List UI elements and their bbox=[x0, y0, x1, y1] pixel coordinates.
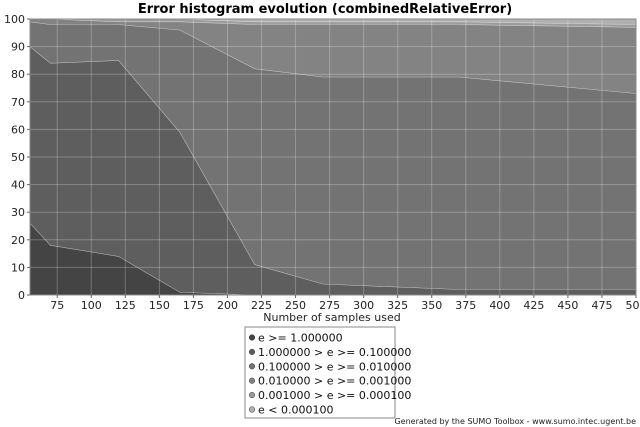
x-tick-label: 125 bbox=[115, 299, 136, 312]
y-tick-label: 70 bbox=[11, 96, 25, 109]
legend-entry-4: 0.010000 > e >= 0.001000 bbox=[258, 375, 411, 388]
x-tick-label: 175 bbox=[183, 299, 204, 312]
x-tick-label: 425 bbox=[523, 299, 544, 312]
x-tick-label: 325 bbox=[387, 299, 408, 312]
x-tick-label: 75 bbox=[50, 299, 64, 312]
legend-swatch-2 bbox=[248, 348, 256, 355]
x-axis-label: Number of samples used bbox=[263, 311, 400, 324]
x-tick-label: 450 bbox=[557, 299, 578, 312]
x-tick-label: 500 bbox=[626, 299, 640, 312]
legend-entry-3: 0.100000 > e >= 0.010000 bbox=[258, 360, 411, 373]
legend-entry-5: 0.001000 > e >= 0.000100 bbox=[258, 389, 411, 402]
legend-entry-2: 1.000000 > e >= 0.100000 bbox=[258, 346, 411, 359]
legend-entry-6: e < 0.000100 bbox=[258, 404, 333, 417]
chart-title: Error histogram evolution (combinedRelat… bbox=[138, 2, 512, 17]
legend-swatch-3 bbox=[248, 363, 256, 370]
y-tick-label: 50 bbox=[11, 151, 25, 164]
x-tick-label: 150 bbox=[149, 299, 170, 312]
y-tick-label: 40 bbox=[11, 179, 25, 192]
x-tick-label: 250 bbox=[285, 299, 306, 312]
legend-swatch-1 bbox=[248, 334, 256, 341]
areas-layer bbox=[29, 18, 637, 296]
x-tick-label: 200 bbox=[217, 299, 238, 312]
y-tick-label: 20 bbox=[11, 234, 25, 247]
x-tick-label: 225 bbox=[251, 299, 272, 312]
legend-swatch-4 bbox=[248, 377, 256, 384]
y-tick-label: 80 bbox=[11, 68, 25, 81]
x-axis: 75 100 125 150 175 200 225 250 275 300 325 350 375 40… bbox=[50, 295, 640, 312]
x-tick-label: 275 bbox=[319, 299, 340, 312]
x-tick-label: 375 bbox=[455, 299, 476, 312]
y-tick-label: 30 bbox=[11, 206, 25, 219]
footer-credit: Generated by the SUMO Toolbox - www.sumo… bbox=[394, 417, 636, 426]
y-tick-label: 90 bbox=[11, 41, 25, 54]
legend-box bbox=[244, 326, 396, 419]
y-tick-label: 0 bbox=[18, 289, 25, 302]
x-tick-label: 475 bbox=[591, 299, 612, 312]
y-tick-label: 60 bbox=[11, 123, 25, 136]
y-tick-label: 10 bbox=[11, 261, 25, 274]
grid-layer bbox=[30, 19, 637, 295]
x-tick-label: 100 bbox=[81, 299, 102, 312]
x-tick-label: 400 bbox=[489, 299, 510, 312]
y-axis: 0 10 20 30 40 50 60 70 80 90 100 bbox=[4, 13, 30, 302]
x-tick-label: 350 bbox=[421, 299, 442, 312]
legend-swatch-5 bbox=[248, 392, 256, 399]
y-tick-label: 100 bbox=[4, 13, 25, 26]
legend-entry-1: e >= 1.000000 bbox=[258, 332, 343, 345]
x-tick-label: 300 bbox=[353, 299, 374, 312]
legend-swatch-6 bbox=[248, 406, 256, 413]
